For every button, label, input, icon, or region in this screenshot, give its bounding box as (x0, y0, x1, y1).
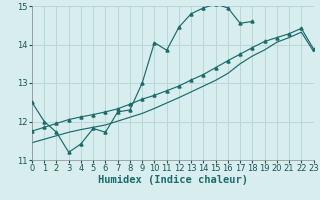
X-axis label: Humidex (Indice chaleur): Humidex (Indice chaleur) (98, 175, 248, 185)
